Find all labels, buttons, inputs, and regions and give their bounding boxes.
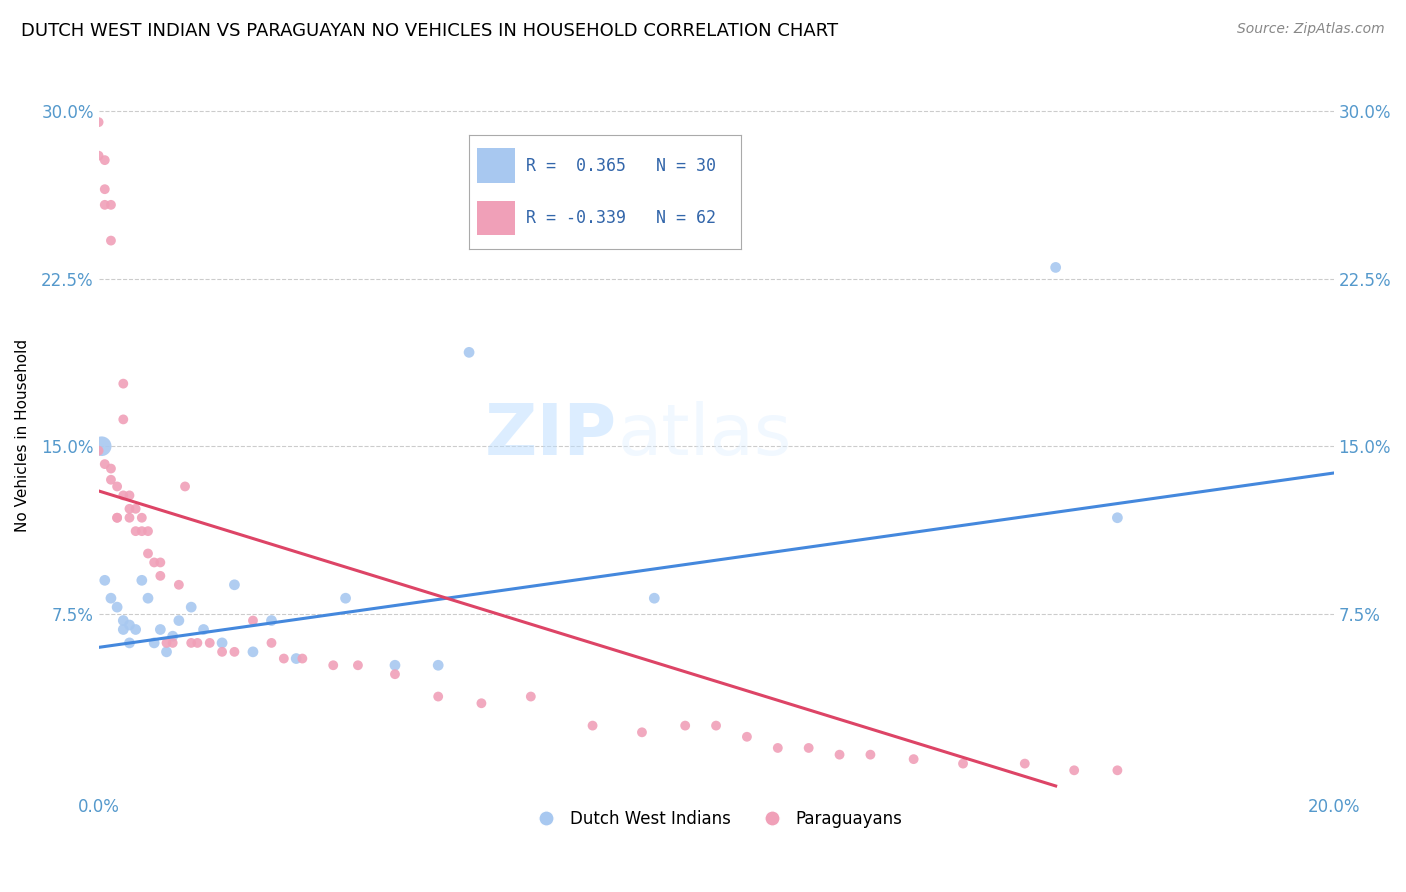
- Point: [118, 636, 141, 650]
- Point: [118, 618, 141, 632]
- Point: [766, 741, 789, 756]
- Point: [1063, 764, 1085, 778]
- Text: ZIP: ZIP: [485, 401, 617, 469]
- Point: [335, 591, 357, 606]
- Point: [581, 718, 603, 732]
- Point: [952, 756, 974, 771]
- Legend: Dutch West Indians, Paraguayans: Dutch West Indians, Paraguayans: [523, 803, 910, 834]
- Point: [643, 591, 665, 606]
- Point: [87, 443, 110, 458]
- Point: [105, 479, 128, 493]
- Point: [470, 696, 492, 710]
- Point: [186, 636, 208, 650]
- Point: [704, 718, 727, 732]
- Point: [1107, 764, 1129, 778]
- Point: [100, 234, 122, 248]
- Point: [87, 115, 110, 129]
- Point: [149, 623, 172, 637]
- Point: [427, 658, 450, 673]
- Point: [167, 578, 190, 592]
- Point: [155, 636, 177, 650]
- Point: [87, 149, 110, 163]
- Point: [242, 614, 264, 628]
- Point: [124, 501, 146, 516]
- Point: [90, 439, 112, 453]
- Point: [149, 569, 172, 583]
- Point: [105, 510, 128, 524]
- Point: [149, 556, 172, 570]
- Point: [1107, 510, 1129, 524]
- Point: [224, 645, 246, 659]
- Point: [193, 623, 215, 637]
- Point: [94, 198, 117, 212]
- Point: [427, 690, 450, 704]
- Point: [100, 461, 122, 475]
- Point: [94, 182, 117, 196]
- Point: [180, 636, 202, 650]
- Point: [94, 457, 117, 471]
- Point: [124, 623, 146, 637]
- Point: [100, 198, 122, 212]
- Point: [903, 752, 925, 766]
- Point: [735, 730, 758, 744]
- Point: [273, 651, 295, 665]
- Point: [211, 645, 233, 659]
- Text: DUTCH WEST INDIAN VS PARAGUAYAN NO VEHICLES IN HOUSEHOLD CORRELATION CHART: DUTCH WEST INDIAN VS PARAGUAYAN NO VEHIC…: [21, 22, 838, 40]
- Point: [260, 614, 283, 628]
- Point: [118, 501, 141, 516]
- Point: [797, 741, 820, 756]
- Point: [211, 636, 233, 650]
- Point: [124, 524, 146, 538]
- Point: [828, 747, 851, 762]
- Point: [118, 488, 141, 502]
- Point: [520, 690, 543, 704]
- Point: [384, 667, 406, 681]
- Point: [291, 651, 314, 665]
- Point: [112, 488, 135, 502]
- Point: [673, 718, 696, 732]
- Point: [94, 153, 117, 168]
- Text: Source: ZipAtlas.com: Source: ZipAtlas.com: [1237, 22, 1385, 37]
- Point: [131, 524, 153, 538]
- Point: [224, 578, 246, 592]
- Point: [167, 614, 190, 628]
- Point: [143, 556, 166, 570]
- Point: [458, 345, 481, 359]
- Point: [162, 636, 184, 650]
- Point: [174, 479, 197, 493]
- Point: [143, 636, 166, 650]
- Point: [136, 524, 159, 538]
- Point: [1045, 260, 1067, 275]
- Point: [285, 651, 308, 665]
- Point: [105, 510, 128, 524]
- Point: [136, 591, 159, 606]
- Y-axis label: No Vehicles in Household: No Vehicles in Household: [15, 338, 30, 532]
- Point: [155, 645, 177, 659]
- Point: [198, 636, 221, 650]
- Point: [112, 623, 135, 637]
- Point: [112, 614, 135, 628]
- Point: [162, 629, 184, 643]
- Point: [859, 747, 882, 762]
- Point: [131, 510, 153, 524]
- Point: [105, 600, 128, 615]
- Point: [322, 658, 344, 673]
- Point: [112, 412, 135, 426]
- Point: [100, 591, 122, 606]
- Point: [1014, 756, 1036, 771]
- Point: [112, 376, 135, 391]
- Point: [347, 658, 370, 673]
- Point: [242, 645, 264, 659]
- Point: [136, 547, 159, 561]
- Point: [180, 600, 202, 615]
- Point: [631, 725, 654, 739]
- Point: [131, 574, 153, 588]
- Text: atlas: atlas: [617, 401, 792, 469]
- Point: [118, 510, 141, 524]
- Point: [94, 574, 117, 588]
- Point: [100, 473, 122, 487]
- Point: [384, 658, 406, 673]
- Point: [260, 636, 283, 650]
